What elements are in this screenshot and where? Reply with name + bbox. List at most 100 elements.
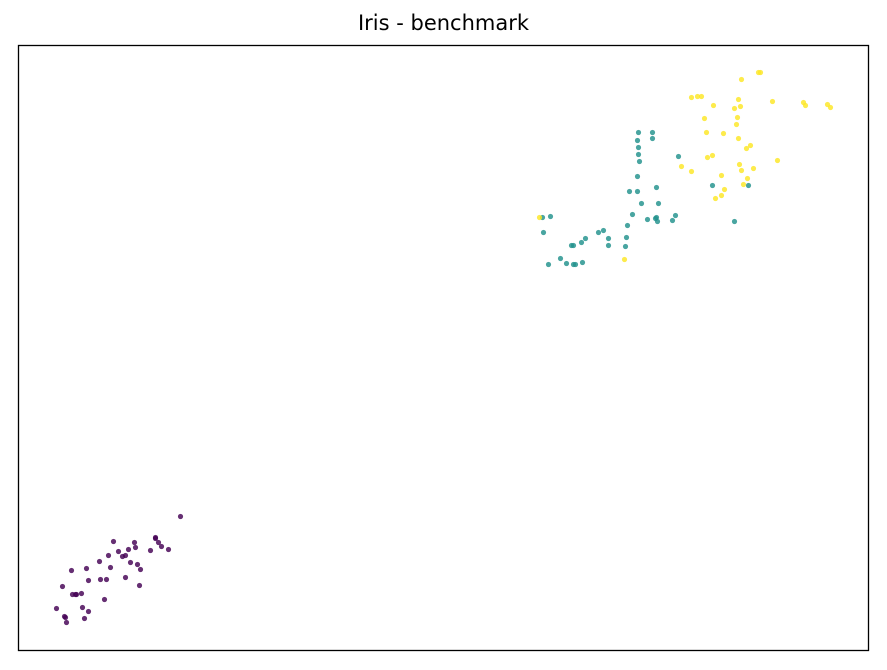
data-point-series-0-39 xyxy=(107,564,114,571)
data-point-series-0-4 xyxy=(132,544,139,551)
data-point-series-0-36 xyxy=(53,605,60,612)
data-point-series-2-5 xyxy=(698,93,705,100)
data-point-series-2-22 xyxy=(743,145,750,152)
data-point-series-1-0 xyxy=(635,129,642,136)
data-point-series-2-23 xyxy=(704,154,711,161)
data-point-series-1-31 xyxy=(563,260,570,267)
data-point-series-0-6 xyxy=(110,538,117,545)
data-point-series-1-21 xyxy=(623,234,630,241)
data-point-series-1-20 xyxy=(624,222,631,229)
data-point-series-0-17 xyxy=(134,561,141,568)
data-point-series-0-27 xyxy=(78,590,85,597)
data-point-series-2-12 xyxy=(737,103,744,110)
data-point-series-0-21 xyxy=(122,574,129,581)
data-point-series-1-25 xyxy=(605,242,612,249)
data-point-series-2-24 xyxy=(709,152,716,159)
data-point-series-0-18 xyxy=(96,558,103,565)
data-point-series-1-33 xyxy=(579,259,586,266)
data-point-series-0-2 xyxy=(131,539,138,546)
data-point-series-1-14 xyxy=(672,212,679,219)
data-point-series-1-40 xyxy=(731,218,738,225)
data-point-series-0-14 xyxy=(122,552,129,559)
data-point-series-0-30 xyxy=(101,596,108,603)
data-point-series-2-28 xyxy=(678,163,685,170)
data-point-series-0-16 xyxy=(127,559,134,566)
data-point-series-2-2 xyxy=(738,76,745,83)
data-point-series-2-26 xyxy=(750,165,757,172)
data-point-series-0-13 xyxy=(105,552,112,559)
data-point-series-1-37 xyxy=(540,229,547,236)
data-point-series-2-16 xyxy=(734,114,741,121)
data-point-series-1-32 xyxy=(572,261,579,268)
data-point-series-2-1 xyxy=(755,69,762,76)
data-point-series-2-33 xyxy=(740,181,747,188)
data-point-series-2-34 xyxy=(721,186,728,193)
data-point-series-1-18 xyxy=(629,211,636,218)
data-point-series-2-38 xyxy=(536,214,543,221)
data-point-series-1-24 xyxy=(595,229,602,236)
data-point-series-0-24 xyxy=(97,576,104,583)
data-point-series-0-20 xyxy=(68,567,75,574)
data-point-series-2-35 xyxy=(718,192,725,199)
data-point-series-2-25 xyxy=(736,161,743,168)
data-point-series-0-11 xyxy=(125,546,132,553)
data-point-series-1-42 xyxy=(709,182,716,189)
data-point-series-0-34 xyxy=(81,615,88,622)
data-point-series-0-19 xyxy=(83,565,90,572)
data-point-series-0-7 xyxy=(147,547,154,554)
points-layer xyxy=(53,69,834,626)
data-point-series-2-6 xyxy=(769,98,776,105)
data-point-series-1-22 xyxy=(600,227,607,234)
data-point-series-1-38 xyxy=(547,213,554,220)
data-point-series-2-13 xyxy=(731,105,738,112)
data-point-series-2-21 xyxy=(747,142,754,149)
data-point-series-1-13 xyxy=(655,200,662,207)
data-point-series-1-10 xyxy=(626,188,633,195)
data-point-series-1-41 xyxy=(745,182,752,189)
data-point-series-2-7 xyxy=(735,96,742,103)
data-point-series-1-7 xyxy=(653,184,660,191)
data-point-series-1-43 xyxy=(622,243,629,250)
data-point-series-1-23 xyxy=(605,235,612,242)
data-point-series-0-33 xyxy=(63,619,70,626)
data-point-series-1-34 xyxy=(545,261,552,268)
data-point-series-0-9 xyxy=(165,546,172,553)
plot-frame xyxy=(17,44,870,652)
data-point-series-2-18 xyxy=(703,129,710,136)
data-point-series-2-27 xyxy=(738,167,745,174)
data-point-series-1-39 xyxy=(675,153,682,160)
data-point-series-0-23 xyxy=(103,576,110,583)
data-point-series-2-10 xyxy=(802,102,809,109)
data-point-series-1-27 xyxy=(578,239,585,246)
data-point-series-2-11 xyxy=(710,102,717,109)
data-point-series-0-0 xyxy=(177,513,184,520)
chart-title: Iris - benchmark xyxy=(357,11,530,35)
data-point-series-0-5 xyxy=(115,548,122,555)
data-point-series-2-19 xyxy=(720,130,727,137)
data-point-series-1-4 xyxy=(635,144,642,151)
data-point-series-0-1 xyxy=(155,539,162,546)
data-point-series-0-22 xyxy=(136,582,143,589)
data-point-series-1-11 xyxy=(638,200,645,207)
data-point-series-1-17 xyxy=(652,215,659,222)
data-point-series-0-32 xyxy=(85,608,92,615)
data-point-series-1-9 xyxy=(634,188,641,195)
data-point-series-0-15 xyxy=(137,566,144,573)
data-point-series-0-25 xyxy=(85,577,92,584)
data-point-series-1-1 xyxy=(649,129,656,136)
data-point-series-2-15 xyxy=(701,115,708,122)
data-point-series-2-20 xyxy=(735,135,742,142)
data-point-series-2-37 xyxy=(621,256,628,263)
data-point-series-2-29 xyxy=(688,168,695,175)
data-point-series-0-37 xyxy=(61,613,68,620)
data-point-series-2-30 xyxy=(718,172,725,179)
data-point-series-1-8 xyxy=(634,173,641,180)
data-point-series-1-26 xyxy=(582,235,589,242)
data-point-series-2-36 xyxy=(712,195,719,202)
data-point-series-0-26 xyxy=(59,583,66,590)
data-point-series-1-3 xyxy=(649,135,656,142)
data-point-series-2-4 xyxy=(694,93,701,100)
data-point-series-0-38 xyxy=(72,591,79,598)
data-point-series-1-6 xyxy=(636,158,643,165)
